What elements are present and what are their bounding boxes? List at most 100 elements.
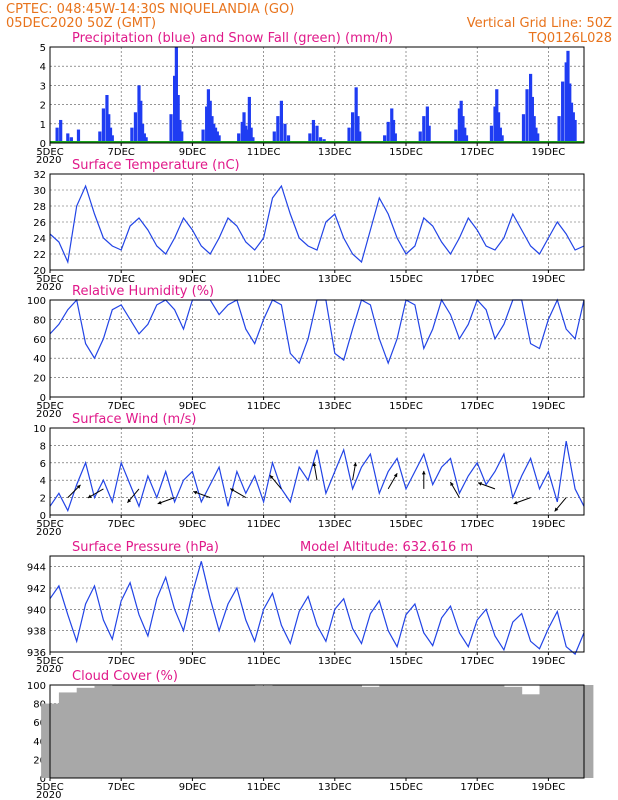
precip-bar [521,114,526,143]
precip-bar [279,100,283,143]
cloud-bar [450,685,469,778]
y-tick-label: 5 [40,43,46,54]
x-tick-label: 11DEC [247,519,281,530]
x-tick-label: 5DEC [36,401,63,412]
x-tick-label: 5DEC [36,656,63,667]
cloud-bar [325,685,345,778]
cloud-bar [486,685,505,778]
x-tick-label: 11DEC [247,401,281,412]
cloud-bar [432,685,451,778]
x-tick-label: 19DEC [532,782,566,793]
precip-bar [383,135,387,143]
precip-bar [427,125,431,143]
x-tick-label: 9DEC [179,401,206,412]
y-tick-label: 26 [33,218,46,229]
wind-arrow-head [269,475,274,480]
panel-frame [49,427,585,516]
y-tick-label: 6 [40,459,46,470]
header-model: TQ0126L028 [528,31,612,46]
precip-bar [489,125,494,143]
wind-arrow-head [230,488,235,493]
y-tick-label: 20 [33,755,46,766]
precip-bar [493,106,497,143]
x-tick-label: 5DEC [36,147,63,158]
cloud-bar [397,685,416,778]
x-tick-label: 19DEC [532,274,566,285]
x-tick-label: 5DEC [36,519,63,530]
y-tick-label: 0 [40,393,46,404]
panel-title: Surface Temperature (nC) [72,158,240,173]
x-tick-label: 13DEC [318,401,352,412]
panel-title: Cloud Cover (%) [72,669,178,684]
precip-bar [249,127,253,143]
precip-bar [272,131,276,143]
precip-bar [356,116,360,143]
x-tick-label: 13DEC [318,782,352,793]
precip-bar [418,131,422,143]
precip-bar [283,123,287,143]
precip-bar [496,112,501,143]
precip-bar [354,87,358,143]
y-tick-label: 32 [33,170,46,181]
x-tick-label: 9DEC [179,656,206,667]
x-tick-label: 15DEC [389,401,423,412]
cloud-bar [272,685,291,778]
precip-bar [525,89,529,143]
cloud-bar [503,686,523,778]
precip-bar [178,119,182,143]
precip-bar [464,135,469,143]
precip-bar [536,133,540,143]
cloud-bar [414,685,434,778]
x-tick-label: 9DEC [179,274,206,285]
y-tick-label: 60 [33,718,46,729]
y-tick-label: 4 [40,62,46,73]
precip-bar [347,127,351,143]
precip-bar [133,112,138,143]
x-tick-label: 11DEC [247,147,281,158]
y-tick-label: 1 [40,120,46,131]
x-tick-label: 17DEC [460,274,494,285]
wind-arrow-head [312,462,317,467]
precip-bar [351,112,355,143]
wind-arrow-head [450,482,454,487]
cloud-bar [521,694,540,778]
precip-bar [422,116,426,143]
cloud-bar [130,685,149,778]
panel-3: 0 2 4 6 8 10 5DEC 7DEC 9DEC 11DEC 13DEC 15DEC 17DEC 1… [33,412,585,538]
cloud-bar [183,685,202,778]
panel-frame [49,684,585,779]
precip-bar [276,116,280,143]
x-tick-label: 7DEC [108,274,135,285]
y-tick-label: 2 [40,101,46,112]
cloud-bar [254,685,273,778]
precip-bar [237,133,241,143]
series-line [49,184,585,265]
y-tick-label: 8 [40,441,46,452]
panel-frame [49,299,585,398]
panel-title: Precipitation (blue) and Snow Fall (gree… [72,31,393,46]
cloud-bar [112,685,131,778]
x-tick-label: 15DEC [389,147,423,158]
precip-bar [247,96,251,143]
precip-bar [174,47,178,143]
precip-bar [251,137,255,143]
y-tick-label: 30 [33,186,46,197]
cloud-bar [58,692,78,778]
wind-arrow-head [393,473,398,478]
wind-arrow-head [478,482,483,486]
panel-5: 0 20 40 60 80 100 5DEC 7DEC 9DEC 11DEC 13DEC 15DEC 1… [27,669,594,800]
wind-arrow-head [76,484,81,489]
cloud-bar [147,685,167,778]
y-tick-label: 80 [33,700,46,711]
precip-bar [315,125,319,143]
y-tick-label: 4 [40,476,46,487]
x-tick-label: 15DEC [389,656,423,667]
cloud-bar [557,685,576,778]
y-tick-label: 0 [40,139,46,150]
precip-bar [566,50,570,144]
wind-arrow-head [353,462,358,467]
cloud-bar [539,685,558,778]
precip-bar [180,131,184,143]
cloud-bar [379,685,398,778]
precip-bar [568,83,572,143]
